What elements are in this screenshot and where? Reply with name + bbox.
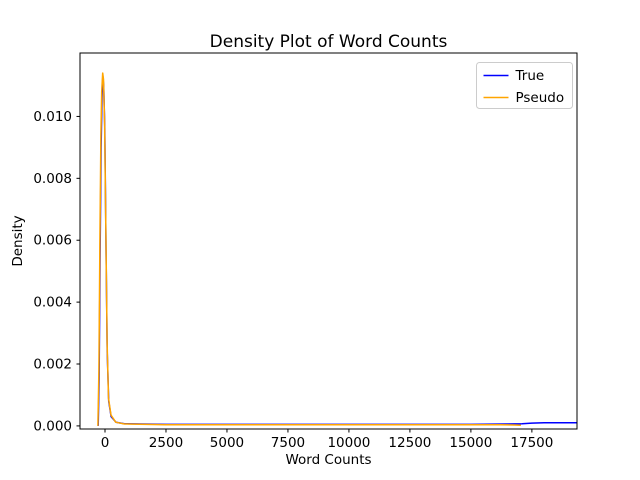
x-tick-label: 5000	[210, 435, 244, 451]
y-axis-label: Density	[10, 215, 26, 266]
legend-label-pseudo: Pseudo	[516, 90, 565, 106]
axes-spines	[79, 52, 578, 430]
y-tick-label: 0.006	[33, 233, 72, 249]
x-tick-label: 12500	[388, 435, 431, 451]
kde-curves	[97, 72, 577, 427]
y-tick-label: 0.002	[33, 357, 72, 373]
x-axis-ticks: 0 2500 5000 7500 10000 12500 15000 17500	[101, 429, 553, 451]
x-tick-label: 15000	[449, 435, 492, 451]
y-axis-ticks: 0.000 0.002 0.004 0.006 0.008 0.010	[33, 109, 80, 434]
x-tick-label: 17500	[510, 435, 553, 451]
x-axis-label: Word Counts	[285, 452, 371, 468]
x-tick-label: 0	[101, 435, 110, 451]
legend-label-true: True	[515, 68, 545, 84]
chart-title: Density Plot of Word Counts	[210, 32, 448, 52]
y-tick-label: 0.000	[33, 418, 72, 434]
plot-area	[80, 53, 577, 429]
x-tick-label: 10000	[327, 435, 370, 451]
y-tick-label: 0.010	[33, 109, 72, 125]
y-tick-label: 0.008	[33, 171, 72, 187]
legend: True Pseudo	[476, 62, 573, 109]
y-tick-label: 0.004	[33, 295, 72, 311]
x-tick-label: 2500	[149, 435, 183, 451]
kde-curve-pseudo	[97, 72, 521, 427]
x-tick-label: 7500	[271, 435, 305, 451]
